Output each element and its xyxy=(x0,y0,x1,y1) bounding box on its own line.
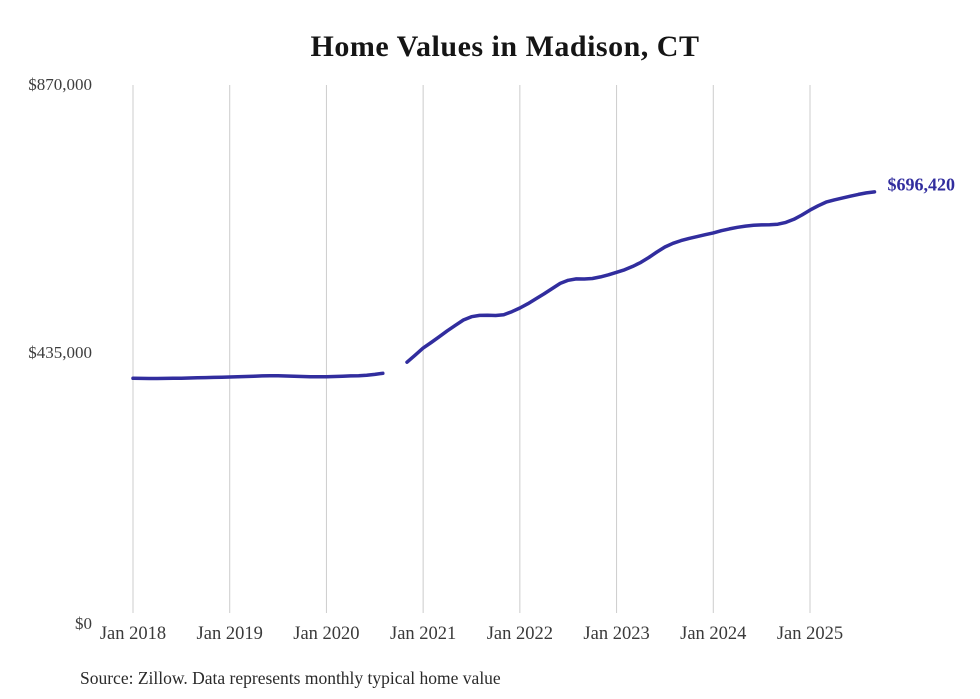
x-tick-label: Jan 2022 xyxy=(486,624,553,644)
home-value-line xyxy=(405,190,877,364)
x-tick-label: Jan 2024 xyxy=(680,624,747,644)
x-tick-label: Jan 2020 xyxy=(293,624,360,644)
x-tick-label: Jan 2019 xyxy=(196,624,263,644)
home-value-line xyxy=(131,371,385,381)
x-tick-label: Jan 2018 xyxy=(99,624,167,644)
end-value-label: $696,420 xyxy=(887,174,955,195)
x-tick-label: Jan 2025 xyxy=(776,624,844,644)
chart-title: Home Values in Madison, CT xyxy=(310,30,700,63)
x-tick-label: Jan 2023 xyxy=(583,624,650,644)
y-tick-label: $870,000 xyxy=(28,75,92,94)
y-tick-label: $435,000 xyxy=(28,343,92,362)
y-tick-label: $0 xyxy=(75,614,92,633)
x-tick-label: Jan 2021 xyxy=(389,624,457,644)
source-note: Source: Zillow. Data represents monthly … xyxy=(80,668,501,688)
